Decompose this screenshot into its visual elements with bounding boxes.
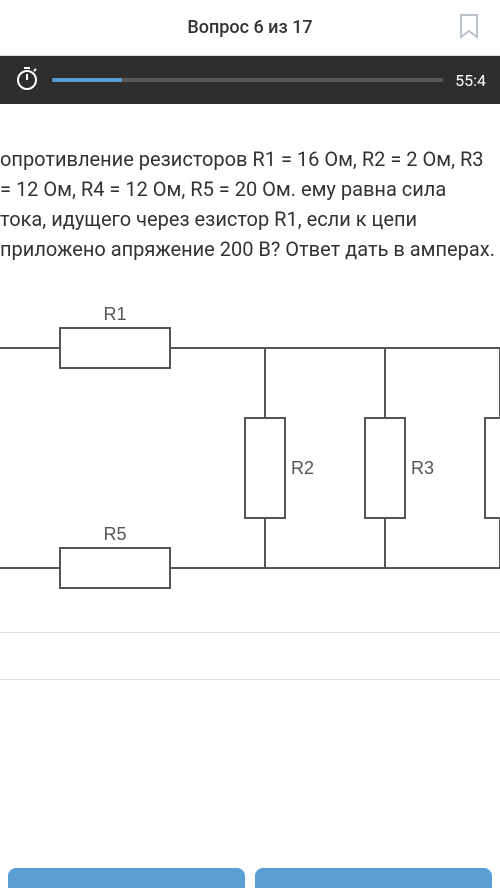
circuit-diagram: R1R5R2R3R <box>0 288 500 608</box>
svg-text:R5: R5 <box>103 524 126 544</box>
timer-remaining: 55:4 <box>455 71 486 90</box>
header: Вопрос 6 из 17 <box>0 0 500 56</box>
svg-text:R3: R3 <box>411 458 434 478</box>
timer-progress-fill <box>52 78 122 82</box>
timer-bar: 55:4 <box>0 56 500 104</box>
bookmark-icon[interactable] <box>458 13 480 43</box>
answer-input-row[interactable] <box>0 632 500 680</box>
circuit-svg: R1R5R2R3R <box>0 298 500 608</box>
page-title: Вопрос 6 из 17 <box>187 17 312 38</box>
button-left[interactable] <box>8 868 245 888</box>
content-area: опротивление резисторов R1 = 16 Ом, R2 =… <box>0 104 500 700</box>
question-text: опротивление резисторов R1 = 16 Ом, R2 =… <box>0 144 500 288</box>
button-right[interactable] <box>255 868 492 888</box>
svg-text:R2: R2 <box>291 458 314 478</box>
stopwatch-icon <box>14 65 40 95</box>
bottom-buttons <box>0 868 500 888</box>
timer-progress <box>52 78 443 82</box>
svg-text:R1: R1 <box>103 304 126 324</box>
